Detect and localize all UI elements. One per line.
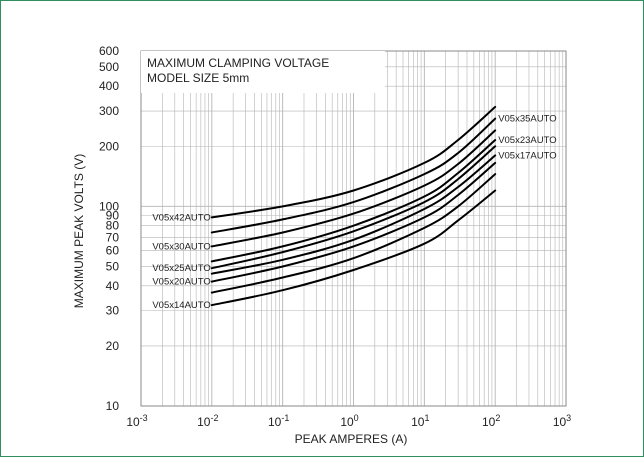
y-tick-label: 300 [99, 104, 119, 118]
series-label: V05x20AUTO [152, 277, 210, 288]
series-label: V05x42AUTO [152, 212, 210, 223]
y-tick-label: 500 [99, 60, 119, 74]
y-tick-label: 10 [106, 399, 120, 413]
series-label: V05x30AUTO [152, 241, 210, 252]
x-tick-label: 102 [482, 413, 500, 429]
y-tick-label: 100 [99, 199, 119, 213]
series-line [210, 161, 497, 283]
x-tick-label: 10-2 [197, 413, 218, 429]
series-labels: V05x42AUTO V05x35AUTO V05x30AUTO V05x23AUTO… [152, 114, 556, 312]
x-tick-label: 10-1 [268, 413, 289, 429]
series-label: V05x23AUTO [498, 135, 556, 146]
series-label: V05x14AUTO [152, 300, 210, 311]
chart-title-line-1: MAXIMUM CLAMPING VOLTAGE [147, 56, 329, 70]
y-tick-label: 40 [106, 279, 120, 293]
chart-title-line-2: MODEL SIZE 5mm [147, 71, 249, 85]
x-axis-title: PEAK AMPERES (A) [295, 432, 408, 446]
series-label: V05x17AUTO [498, 150, 556, 161]
grid [140, 50, 566, 407]
series-lines [210, 105, 497, 307]
x-tick-label: 101 [411, 413, 429, 429]
series-line [210, 139, 497, 263]
series-line [210, 189, 497, 307]
y-tick-label: 200 [99, 139, 119, 153]
series-label: V05x25AUTO [152, 263, 210, 274]
y-tick-label: 60 [106, 244, 120, 258]
x-tick-label: 100 [340, 413, 358, 429]
x-tick-labels: 10-3 10-2 10-1 100 101 102 103 [126, 413, 571, 429]
x-tick-label: 103 [553, 413, 571, 429]
y-tick-label: 20 [106, 339, 120, 353]
y-tick-label: 90 [106, 209, 120, 223]
y-tick-label: 50 [106, 260, 120, 274]
series-label: V05x35AUTO [498, 114, 556, 125]
series-line [210, 129, 497, 248]
y-tick-label: 30 [106, 304, 120, 318]
title-box: MAXIMUM CLAMPING VOLTAGE MODEL SIZE 5mm [141, 51, 385, 93]
series-line [210, 145, 497, 270]
x-tick-label: 10-3 [126, 413, 147, 429]
series-line [210, 154, 497, 275]
y-tick-label: 80 [106, 219, 120, 233]
series-line [210, 117, 497, 234]
y-axis-title: MAXIMUM PEAK VOLTS (V) [72, 154, 86, 308]
series-line [210, 105, 497, 219]
y-tick-label: 400 [99, 79, 119, 93]
title-background [141, 51, 385, 93]
y-tick-label: 600 [99, 44, 119, 58]
series-line [210, 173, 497, 294]
y-tick-label: 70 [106, 230, 120, 244]
